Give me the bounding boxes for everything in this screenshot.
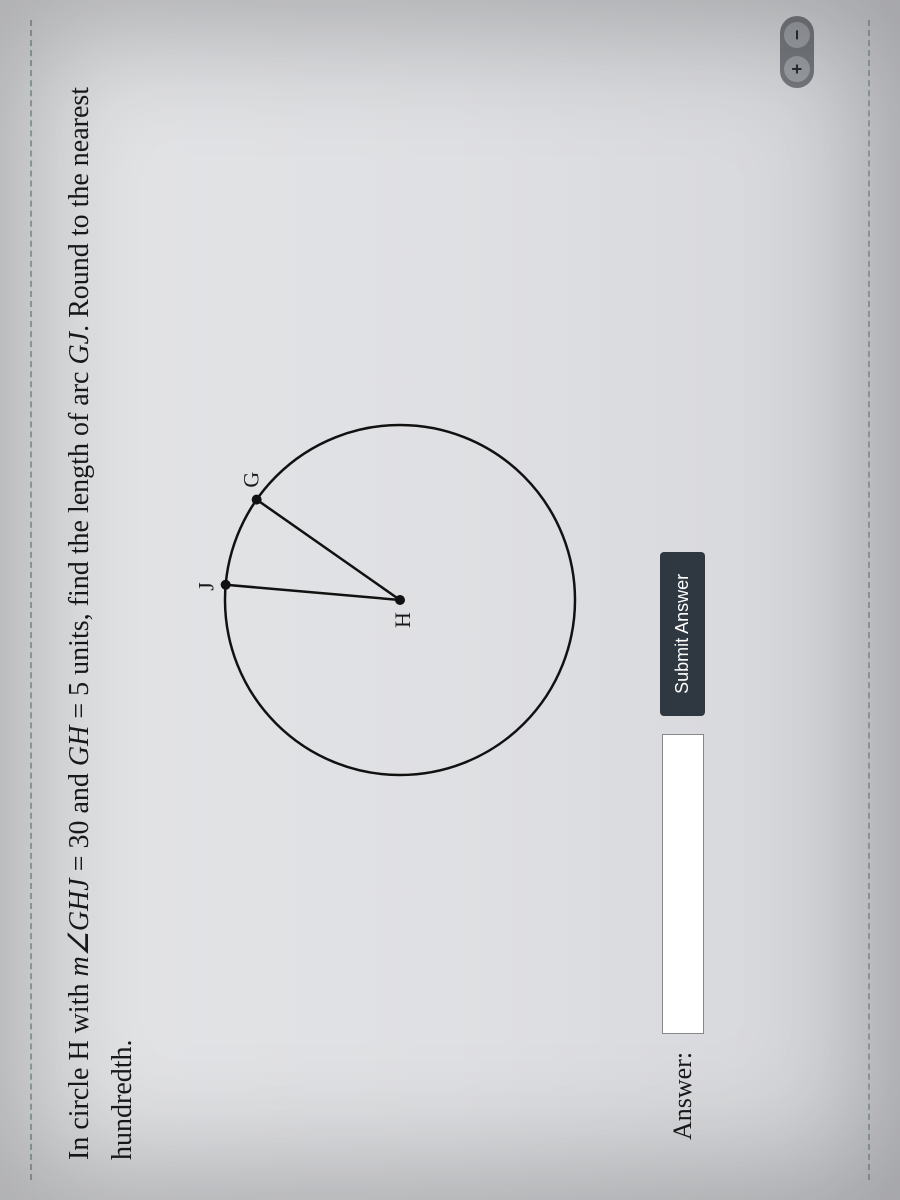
zoom-in-button[interactable]: + [784,56,810,82]
label-G: G [239,472,264,488]
answer-label: Answer: [668,1052,698,1140]
point-J-dot [221,580,231,590]
label-J: J [194,582,219,591]
q-units: units, find the length of arc [64,365,95,682]
q-angle-val: 30 [64,821,95,849]
question-text: In circle H with m∠GHJ = 30 and GH = 5 u… [58,40,145,1160]
q-angle-lhs: m∠GHJ [64,878,95,976]
bottom-dashed-rule [868,20,870,1180]
submit-button[interactable]: Submit Answer [660,552,705,716]
q-eq1: = [64,849,95,879]
q-mid: and [64,766,95,820]
worksheet-sheet: In circle H with m∠GHJ = 30 and GH = 5 u… [0,0,900,1200]
point-G-dot [252,495,262,505]
label-H: H [390,612,415,628]
answer-row: Answer: Submit Answer [660,552,705,1140]
q-seg-val: 5 [64,682,95,696]
radius-HJ [226,585,400,600]
figure-container: H G J [170,0,640,1200]
zoom-control: + − [780,16,814,88]
q-eq2: = [64,696,95,726]
circle-figure: H G J [170,340,640,860]
radius-HG [257,500,400,600]
point-H-dot [395,595,405,605]
q-prefix: In circle H with [64,977,95,1161]
q-seg: GH [64,726,95,766]
q-arc: GJ [64,332,95,365]
top-dashed-rule [30,20,32,1180]
zoom-out-button[interactable]: − [784,22,810,48]
answer-input[interactable] [662,734,704,1034]
